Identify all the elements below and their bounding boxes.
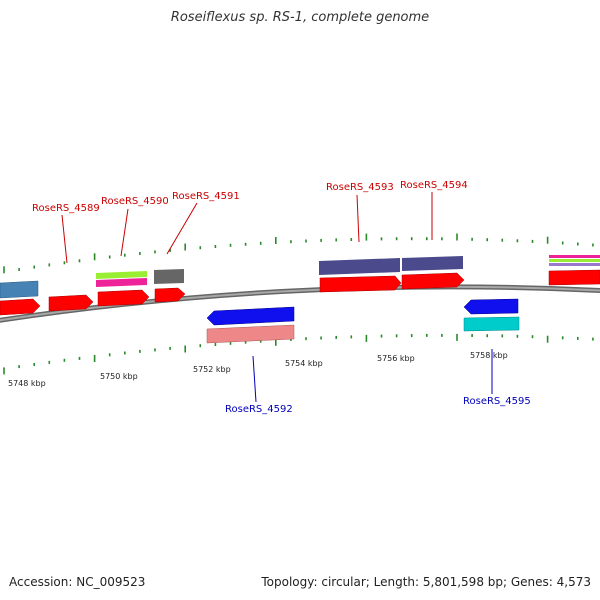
- accession-label: Accession: NC_009523: [9, 575, 146, 589]
- topology-label: Topology: circular; Length: 5,801,598 bp…: [261, 575, 591, 589]
- cds-arrow[interactable]: [97, 289, 150, 307]
- reverse-gene-track: [206, 298, 520, 344]
- tick-label-5758: 5758 kbp: [470, 351, 508, 360]
- gene-label-roseRS-4592[interactable]: RoseRS_4592: [225, 404, 293, 415]
- gene-feature[interactable]: [96, 271, 147, 279]
- gene-feature[interactable]: [0, 280, 39, 299]
- gene-label-roseRS-4589[interactable]: RoseRS_4589: [32, 203, 100, 214]
- gene-label-roseRS-4595[interactable]: RoseRS_4595: [463, 396, 531, 407]
- gene-feature[interactable]: [96, 278, 147, 287]
- cds-arrow[interactable]: [401, 272, 465, 290]
- tick-label-5756: 5756 kbp: [377, 354, 415, 363]
- gene-label-roseRS-4591[interactable]: RoseRS_4591: [172, 191, 240, 202]
- gene-feature[interactable]: [206, 324, 295, 344]
- cds-arrow[interactable]: [319, 275, 402, 293]
- gene-feature[interactable]: [463, 316, 520, 332]
- gene-label-roseRS-4590[interactable]: RoseRS_4590: [101, 196, 169, 207]
- forward-cds-track: [0, 269, 600, 316]
- gene-label-roseRS-4594[interactable]: RoseRS_4594: [400, 180, 468, 191]
- cds-arrow[interactable]: [548, 269, 600, 286]
- gene-feature[interactable]: [549, 263, 600, 266]
- gene-feature[interactable]: [319, 258, 400, 275]
- inner-tick-ring: [3, 333, 594, 375]
- tick-label-5750: 5750 kbp: [100, 372, 138, 381]
- gene-feature[interactable]: [549, 255, 600, 258]
- cds-arrow[interactable]: [463, 298, 519, 315]
- cds-arrow[interactable]: [48, 294, 94, 312]
- cds-arrow[interactable]: [154, 287, 186, 303]
- gene-feature[interactable]: [549, 259, 600, 262]
- gene-label-roseRS-4593[interactable]: RoseRS_4593: [326, 182, 394, 193]
- tick-label-5754: 5754 kbp: [285, 359, 323, 368]
- tick-label-5748: 5748 kbp: [8, 379, 46, 388]
- gene-feature[interactable]: [402, 256, 463, 271]
- cds-arrow[interactable]: [0, 298, 41, 316]
- label-leader-lines: [61, 192, 493, 403]
- tick-label-5752: 5752 kbp: [193, 365, 231, 374]
- map-title: Roseiflexus sp. RS-1, complete genome: [170, 10, 430, 25]
- gene-feature[interactable]: [154, 269, 184, 284]
- forward-gene-track: [0, 255, 600, 299]
- cds-arrow[interactable]: [206, 306, 295, 326]
- outer-tick-ring: [3, 233, 594, 274]
